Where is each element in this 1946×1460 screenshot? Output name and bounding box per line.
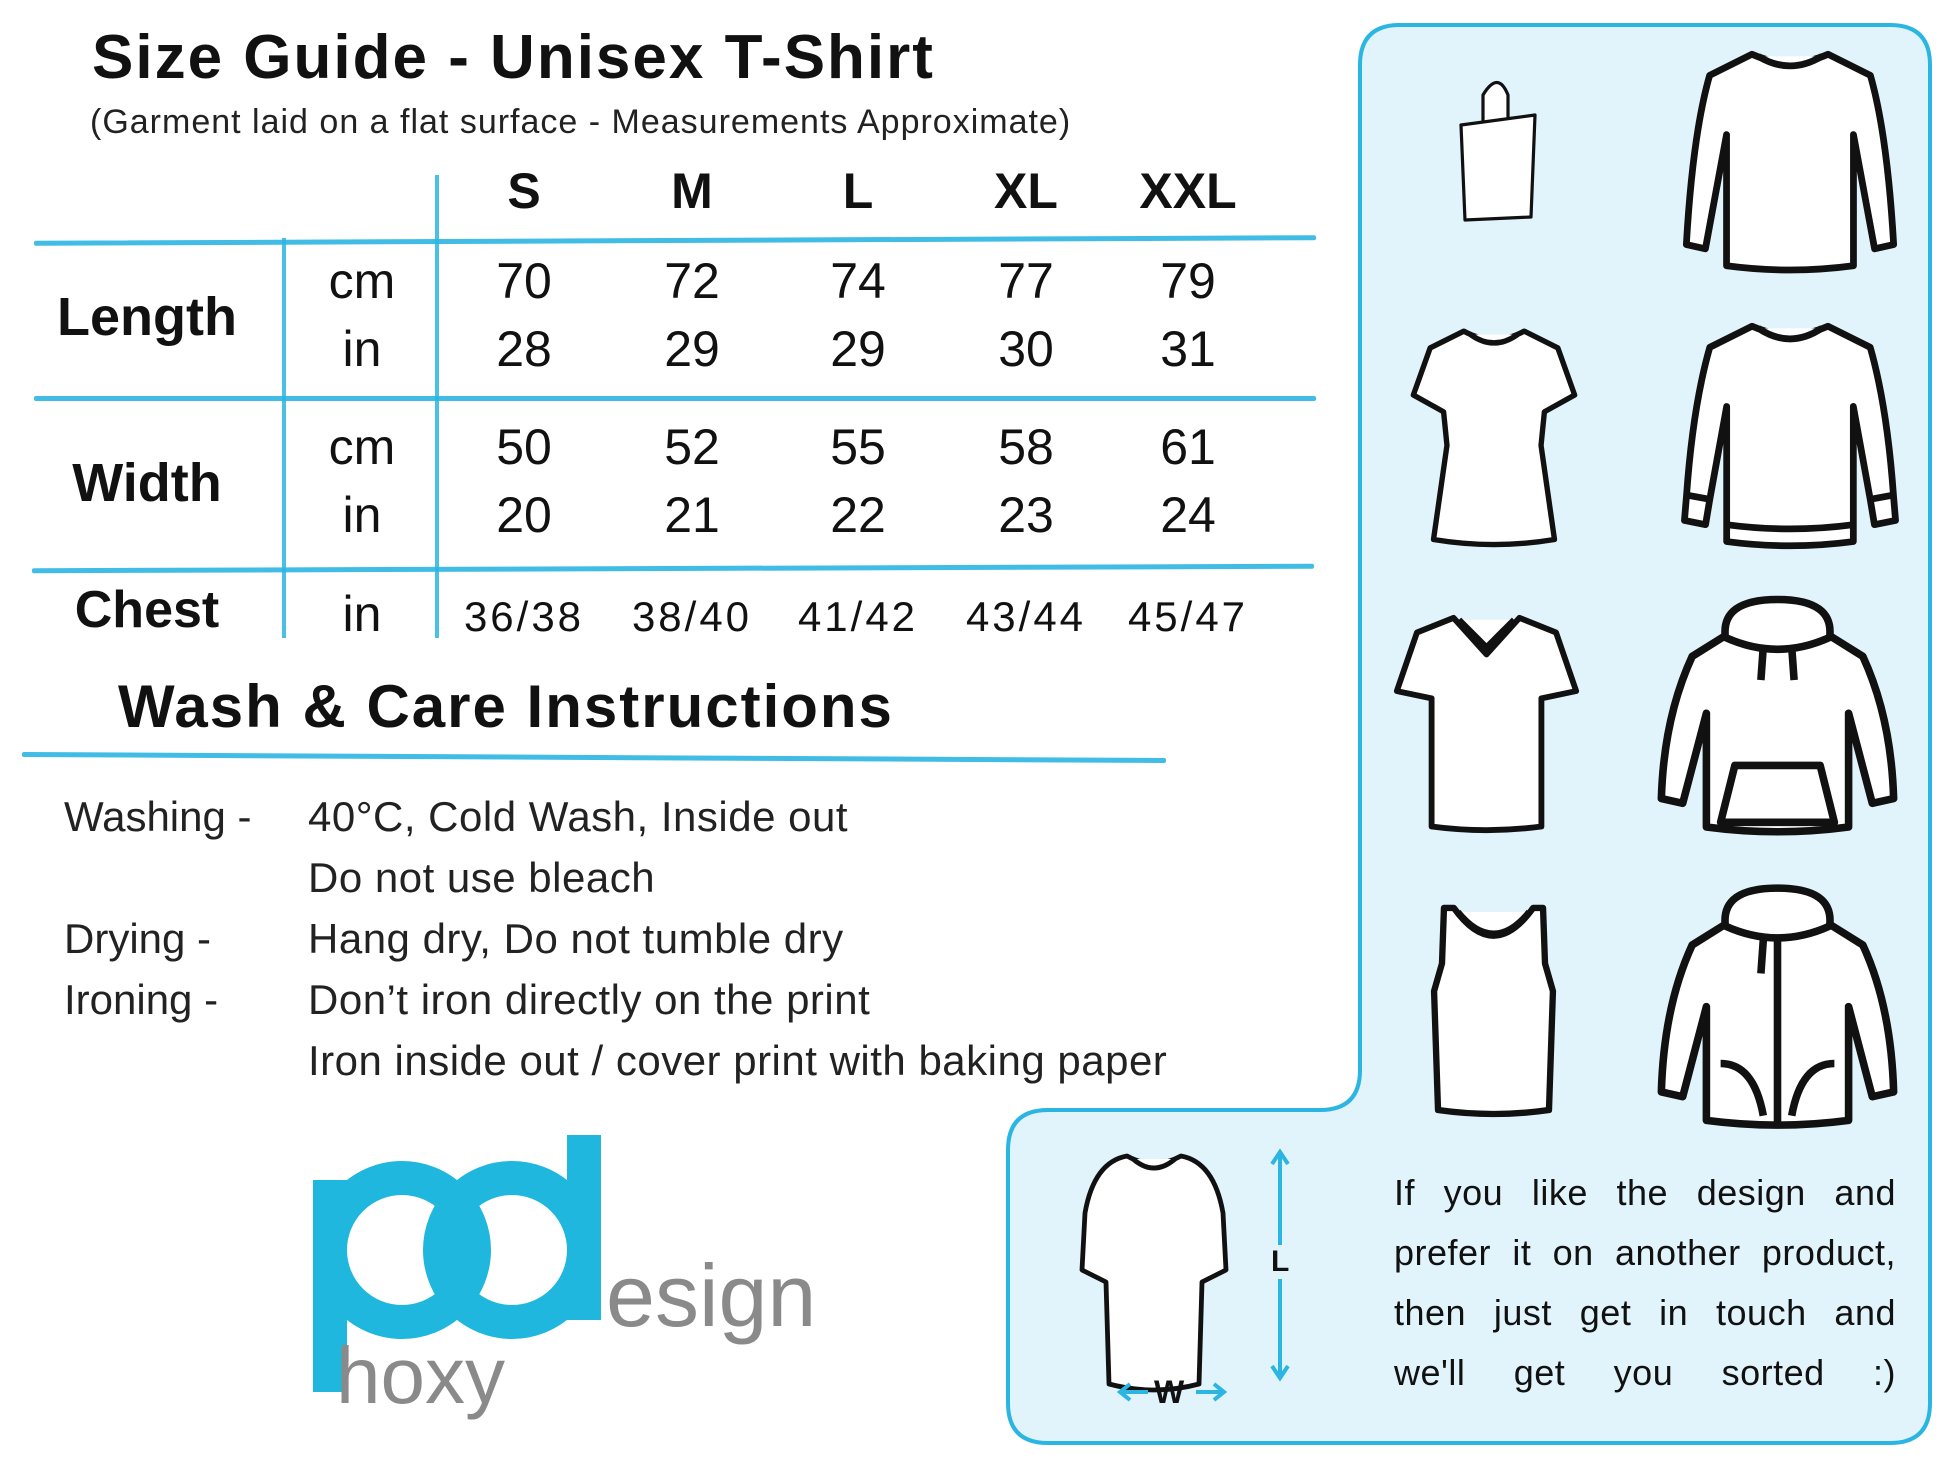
table-cell: 30 bbox=[998, 321, 1054, 377]
table-divider bbox=[282, 238, 286, 638]
unit-label: in bbox=[342, 487, 382, 543]
length-label: L bbox=[1269, 1245, 1292, 1279]
unit-label: in bbox=[342, 321, 382, 377]
table-cell: 55 bbox=[830, 419, 886, 475]
table-cell: 29 bbox=[664, 321, 720, 377]
width-label: W bbox=[1154, 1374, 1185, 1410]
table-cell: 50 bbox=[496, 419, 552, 475]
size-header: S bbox=[507, 163, 541, 219]
size-header: XL bbox=[994, 163, 1058, 219]
logo-p-stem bbox=[313, 1180, 347, 1392]
table-cell: 22 bbox=[830, 487, 886, 543]
size-header: L bbox=[842, 163, 874, 219]
table-cell: 72 bbox=[664, 253, 720, 309]
table-cell: 24 bbox=[1160, 487, 1216, 543]
care-line: Do not use bleach bbox=[308, 854, 656, 901]
table-divider bbox=[435, 175, 439, 638]
measurement-t-shirt-icon bbox=[1079, 1153, 1229, 1393]
table-cell: 45/47 bbox=[1127, 593, 1249, 640]
unit-label: cm bbox=[328, 253, 396, 309]
table-cell: 79 bbox=[1160, 253, 1216, 309]
table-cell: 28 bbox=[496, 321, 552, 377]
table-cell: 23 bbox=[998, 487, 1054, 543]
care-label: Drying - bbox=[64, 915, 212, 962]
care-title: Wash & Care Instructions bbox=[118, 673, 894, 740]
note-line: If you like the design and bbox=[1394, 1172, 1896, 1213]
table-cell: 77 bbox=[998, 253, 1054, 309]
tote-bag-icon bbox=[1459, 80, 1537, 222]
v-neck-t-shirt-icon bbox=[1393, 614, 1580, 834]
size-header: XXL bbox=[1139, 163, 1237, 219]
width-arrow-icon bbox=[1116, 1382, 1228, 1402]
sweatshirt-icon bbox=[1681, 322, 1899, 550]
note-line: we'll get you sorted :) bbox=[1394, 1352, 1896, 1393]
row-label: Chest bbox=[74, 581, 220, 639]
table-cell: 58 bbox=[998, 419, 1054, 475]
table-divider bbox=[34, 396, 1316, 401]
table-cell: 21 bbox=[664, 487, 720, 543]
page-title: Size Guide - Unisex T-Shirt bbox=[92, 23, 935, 92]
table-cell: 36/38 bbox=[463, 593, 585, 640]
unit-label: cm bbox=[328, 419, 396, 475]
note-line: then just get in touch and bbox=[1394, 1292, 1896, 1333]
table-cell: 43/44 bbox=[965, 593, 1087, 640]
row-label: Length bbox=[57, 287, 237, 347]
size-header: M bbox=[671, 163, 713, 219]
care-line: Don’t iron directly on the print bbox=[308, 976, 871, 1023]
zip-hoodie-icon bbox=[1657, 884, 1898, 1129]
unit-label: in bbox=[342, 586, 382, 642]
table-cell: 74 bbox=[830, 253, 886, 309]
page-subtitle: (Garment laid on a flat surface - Measur… bbox=[90, 103, 1072, 141]
tank-top-icon bbox=[1430, 904, 1557, 1118]
table-cell: 31 bbox=[1160, 321, 1216, 377]
table-cell: 70 bbox=[496, 253, 552, 309]
care-label: Washing - bbox=[64, 793, 252, 840]
care-line: Iron inside out / cover print with bakin… bbox=[308, 1037, 1168, 1084]
table-cell: 52 bbox=[664, 419, 720, 475]
logo-d-stem bbox=[567, 1135, 601, 1320]
long-sleeve-shirt-icon bbox=[1682, 50, 1898, 274]
table-cell: 41/42 bbox=[797, 593, 919, 640]
care-line: Hang dry, Do not tumble dry bbox=[308, 915, 844, 962]
table-cell: 29 bbox=[830, 321, 886, 377]
care-line: 40°C, Cold Wash, Inside out bbox=[308, 793, 848, 840]
care-label: Ironing - bbox=[64, 976, 219, 1023]
row-label: Width bbox=[72, 453, 222, 513]
table-cell: 20 bbox=[496, 487, 552, 543]
table-cell: 38/40 bbox=[631, 593, 753, 640]
table-cell: 61 bbox=[1160, 419, 1216, 475]
logo-esign: esign bbox=[606, 1246, 817, 1345]
hoodie-icon bbox=[1657, 595, 1898, 836]
logo-hoxy: hoxy bbox=[336, 1331, 505, 1420]
fitted-t-shirt-icon bbox=[1410, 328, 1578, 548]
note-line: prefer it on another product, bbox=[1394, 1232, 1896, 1273]
